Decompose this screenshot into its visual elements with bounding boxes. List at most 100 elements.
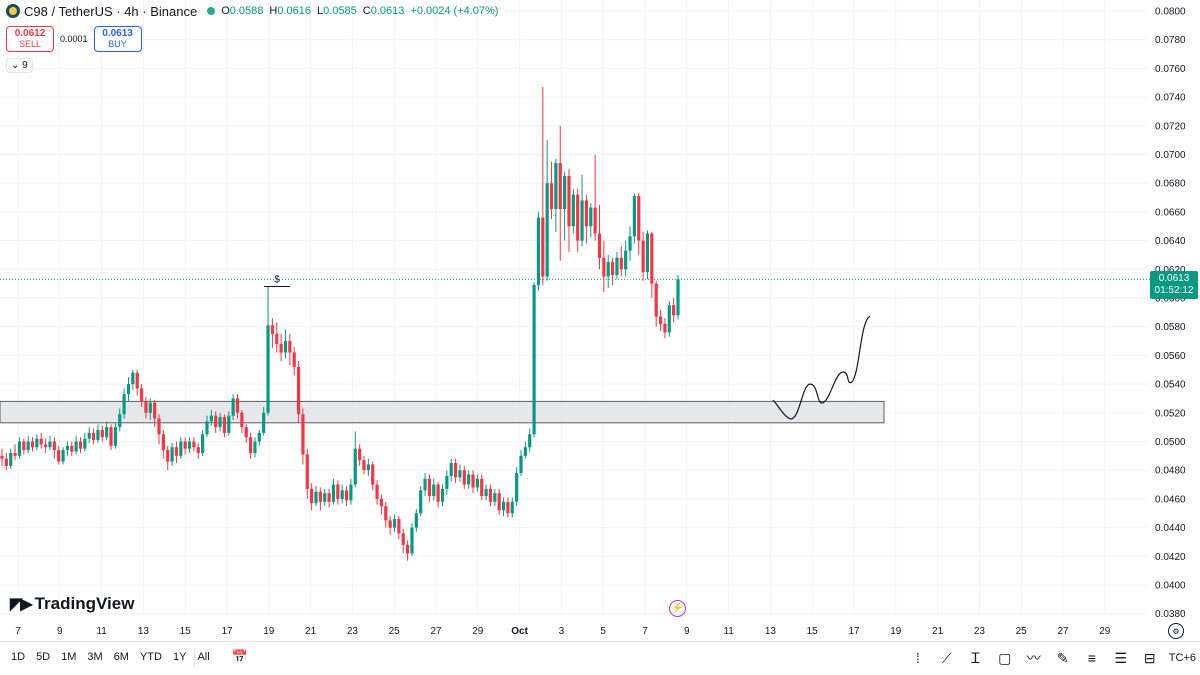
candle-body <box>471 474 475 488</box>
tradingview-logo[interactable]: ◤▶ TradingView <box>10 594 134 614</box>
candle-body <box>344 490 349 501</box>
candle-body <box>532 285 536 435</box>
time-tick-label: 29 <box>472 626 484 637</box>
candle-body <box>139 388 144 402</box>
buy-button[interactable]: 0.0613 BUY <box>93 26 142 52</box>
candle-body <box>375 484 379 499</box>
candle-body <box>388 520 392 528</box>
price-tick-label: 0.0760 <box>1155 64 1186 75</box>
candle-body <box>174 447 179 456</box>
candle-body <box>593 207 597 234</box>
candle-body <box>22 441 26 451</box>
candle-body <box>654 283 658 317</box>
price-tick-label: 0.0740 <box>1155 93 1186 104</box>
rectangle-tool-icon[interactable]: ▢ <box>998 649 1012 666</box>
candle-body <box>484 488 488 497</box>
fib-tool-icon[interactable]: ≡ <box>1087 650 1096 666</box>
sell-button[interactable]: 0.0612 SELL <box>6 26 54 52</box>
grip-icon[interactable]: ⁞ <box>915 650 920 666</box>
projection-curve[interactable] <box>772 315 871 420</box>
candle-body <box>179 441 183 456</box>
current-price-value: 0.0613 <box>1158 273 1190 284</box>
coin-logo-icon <box>6 4 20 18</box>
price-tick-label: 0.0580 <box>1155 322 1186 333</box>
price-chart[interactable]: $ 0.08000.07800.07600.07400.07200.07000.… <box>0 0 1200 642</box>
candle-body <box>379 498 384 507</box>
candle-body <box>131 372 135 385</box>
candle-body <box>366 464 370 471</box>
candle-body <box>327 493 331 502</box>
candle-body <box>602 257 606 277</box>
low-value: 0.0585 <box>323 5 357 17</box>
range-1d[interactable]: 1D <box>11 651 26 663</box>
candle-body <box>563 176 567 210</box>
candle-body <box>48 441 52 448</box>
candle-body <box>109 427 113 446</box>
range-1m[interactable]: 1M <box>61 651 77 663</box>
candle-body <box>196 447 200 453</box>
range-6m[interactable]: 6M <box>113 651 129 663</box>
annotation-label[interactable]: $ <box>274 275 280 286</box>
settings-tool-icon[interactable]: ☰ <box>1114 649 1128 666</box>
range-bar: 1D 5D 1M 3M 6M YTD 1Y All 📅 <box>0 642 1200 672</box>
candle-body <box>493 493 497 502</box>
candle-body <box>144 401 148 413</box>
candle-body <box>318 491 322 502</box>
price-tick-label: 0.0440 <box>1155 523 1186 534</box>
candle-body <box>676 279 680 316</box>
price-tick-label: 0.0560 <box>1155 351 1186 362</box>
candle-body <box>449 463 453 476</box>
range-3m[interactable]: 3M <box>87 651 103 663</box>
candle-body <box>336 484 340 499</box>
candle-body <box>637 196 641 241</box>
candle-body <box>209 415 213 422</box>
candle-body <box>244 427 248 438</box>
symbol-title[interactable]: C98 / TetherUS · 4h · Binance <box>24 3 198 19</box>
price-tick-label: 0.0660 <box>1155 207 1186 218</box>
range-all[interactable]: All <box>197 651 210 663</box>
brush-tool-icon[interactable]: ✎ <box>1056 649 1069 666</box>
candle-body <box>201 434 205 453</box>
candle-body <box>17 441 22 456</box>
timezone-label[interactable]: TC+6 <box>1168 652 1196 664</box>
price-tick-label: 0.0480 <box>1155 466 1186 477</box>
text-tool-icon[interactable]: Ꮖ <box>971 649 981 666</box>
candle-body <box>349 484 353 501</box>
close-value: 0.0613 <box>370 5 405 17</box>
indicators-toggle[interactable]: ⌄ 9 <box>6 58 33 73</box>
support-zone-rect[interactable] <box>0 400 885 424</box>
support-zone <box>0 400 885 424</box>
candle-body <box>30 441 35 448</box>
candle-body <box>432 484 436 497</box>
candle-body <box>427 478 432 497</box>
flash-icon[interactable]: ⚡ <box>669 600 686 617</box>
trend-line-icon[interactable]: ⟋ <box>941 649 952 666</box>
indicators-count: 9 <box>22 60 28 71</box>
range-5d[interactable]: 5D <box>36 651 51 663</box>
candles: $ <box>0 87 680 561</box>
time-axis: 7 9 11 13 15 17 19 21 23 25 27 29 Oct 3 5 7 9 11 13 15 17 19 2… <box>15 626 1111 637</box>
range-1y[interactable]: 1Y <box>172 651 187 663</box>
candle-body <box>580 200 584 241</box>
spread-value: 0.0001 <box>60 34 88 44</box>
candle-body <box>35 438 39 448</box>
candle-body <box>353 448 357 485</box>
candle-body <box>161 434 165 451</box>
candle-body <box>13 452 17 456</box>
price-tick-label: 0.0700 <box>1155 150 1186 161</box>
measure-tool-icon[interactable]: ⊟ <box>1143 649 1156 666</box>
brand-name: TradingView <box>34 594 135 613</box>
trade-panel: 0.0612 SELL 0.0001 0.0613 BUY <box>6 26 142 52</box>
candle-body <box>571 194 575 227</box>
low-label: L <box>317 5 324 17</box>
calendar-icon[interactable]: 📅 <box>231 649 248 664</box>
candle-body <box>0 455 4 459</box>
path-tool-icon[interactable]: 〰 <box>1026 650 1041 666</box>
gear-icon[interactable]: ⚙ <box>1168 623 1184 639</box>
time-tick-label: 17 <box>848 626 860 637</box>
range-ytd[interactable]: YTD <box>139 651 162 663</box>
candle-body <box>288 341 292 353</box>
candle-body <box>589 207 593 227</box>
time-tick-label: 11 <box>96 626 107 637</box>
price-tick-label: 0.0420 <box>1155 552 1186 563</box>
